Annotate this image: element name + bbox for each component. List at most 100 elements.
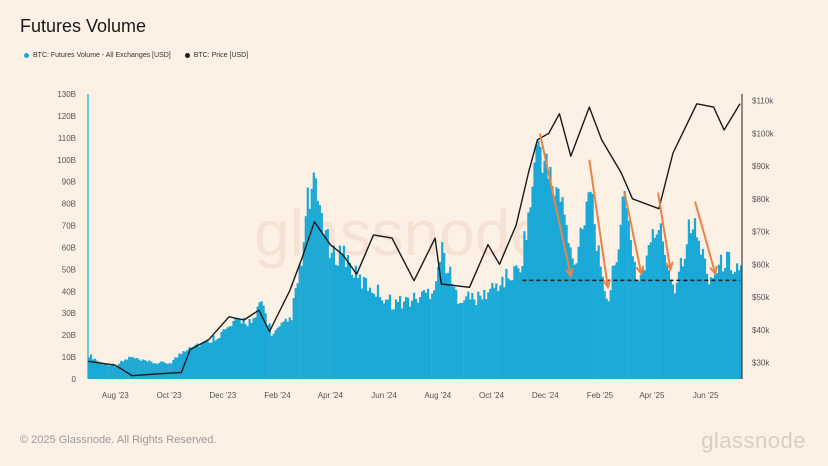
volume-bar [88, 357, 91, 379]
volume-bar [521, 266, 524, 379]
volume-bar [561, 197, 564, 379]
volume-bar [607, 301, 610, 379]
volume-bar [220, 332, 223, 379]
trend-arrow-head [664, 261, 674, 272]
volume-bar [734, 271, 737, 379]
volume-bar [479, 295, 482, 379]
volume-bar [188, 347, 191, 379]
volume-bar [713, 274, 717, 379]
volume-bar [473, 299, 476, 379]
volume-bar [98, 361, 101, 379]
volume-bar [204, 341, 207, 379]
volume-bar [330, 252, 333, 379]
volume-bar [146, 361, 149, 379]
volume-bar [300, 265, 303, 379]
volume-bar [240, 323, 243, 379]
trend-arrow-shaft [623, 192, 643, 274]
volume-bar [541, 172, 544, 379]
volume-bar [102, 364, 105, 379]
volume-bar [525, 240, 528, 379]
x-tick-label: Dec '23 [209, 391, 236, 400]
volume-bar [270, 336, 273, 379]
volume-bar [591, 194, 594, 379]
volume-bar [284, 318, 287, 379]
volume-bar [116, 365, 119, 379]
volume-bar [671, 284, 674, 379]
volume-bar [200, 343, 203, 379]
volume-bar [260, 301, 263, 379]
volume-bar [100, 362, 103, 379]
volume-bar [92, 359, 95, 379]
volume-bar [738, 270, 741, 379]
y-left-tick-label: 90B [62, 178, 76, 187]
y-left-tick-label: 30B [62, 309, 76, 318]
legend-item-volume[interactable]: BTC: Futures Volume - All Exchanges [USD… [24, 52, 171, 59]
y-left-tick-label: 40B [62, 287, 76, 296]
volume-bar [150, 361, 153, 379]
volume-bar [549, 166, 552, 379]
volume-bar [140, 360, 143, 379]
volume-bar [719, 254, 723, 379]
volume-bar [619, 224, 622, 379]
volume-bar [465, 296, 468, 379]
trend-arrow-shaft [694, 201, 717, 275]
volume-bar [336, 265, 339, 379]
volume-bar [732, 273, 735, 379]
volume-bar [202, 341, 205, 379]
volume-bar [435, 281, 438, 379]
volume-bar [170, 363, 173, 379]
y-left-tick-label: 120B [57, 112, 76, 121]
volume-bar [429, 299, 432, 379]
volume-bar [234, 317, 237, 379]
legend-volume-swatch [24, 53, 29, 58]
volume-bar [126, 359, 129, 379]
legend-item-price[interactable]: BTC: Price [USD] [184, 52, 248, 59]
volume-bar [190, 347, 193, 379]
volume-bar [282, 321, 285, 379]
trend-arrow-shaft [588, 159, 609, 288]
y-axis-right: $30k $40k $50k $60k $70k $80k $90k $100k $110k [752, 97, 775, 368]
volume-bar [621, 196, 624, 379]
volume-bar [184, 351, 187, 379]
volume-bar [728, 252, 731, 379]
volume-bar [358, 274, 361, 379]
volume-bar [573, 264, 576, 379]
volume-bar [673, 293, 676, 379]
volume-bar [326, 229, 329, 379]
volume-bar [308, 208, 311, 379]
volume-bar [645, 255, 648, 379]
volume-bar [567, 243, 570, 379]
volume-bar [643, 270, 646, 379]
volume-bar [736, 263, 739, 379]
trend-arrows [539, 133, 718, 290]
volume-bar [384, 299, 388, 379]
volume-bar [144, 360, 147, 379]
volume-bar [441, 242, 444, 379]
volume-bar [501, 276, 504, 379]
volume-bar [172, 360, 175, 379]
volume-bar [222, 329, 225, 379]
volume-bar [94, 358, 97, 379]
volume-bar [459, 302, 462, 379]
volume-bar [677, 271, 680, 379]
volume-bar [697, 240, 701, 379]
x-tick-label: Feb '25 [587, 391, 614, 400]
volume-bar [467, 291, 470, 379]
volume-bar [104, 363, 107, 379]
volume-bar [314, 178, 317, 379]
volume-bar [106, 363, 109, 379]
volume-bar [717, 264, 721, 379]
volume-bar [581, 229, 584, 379]
volume-bar [703, 258, 707, 379]
volume-bar [481, 299, 484, 379]
volume-bar [631, 256, 634, 379]
volume-bar [138, 359, 141, 379]
volume-bar [218, 337, 221, 379]
volume-bar [649, 242, 652, 379]
volume-bar [262, 305, 265, 379]
volume-bar [705, 273, 709, 379]
x-tick-label: Aug '23 [102, 391, 129, 400]
volume-bar [577, 246, 580, 379]
volume-bar [515, 265, 518, 379]
